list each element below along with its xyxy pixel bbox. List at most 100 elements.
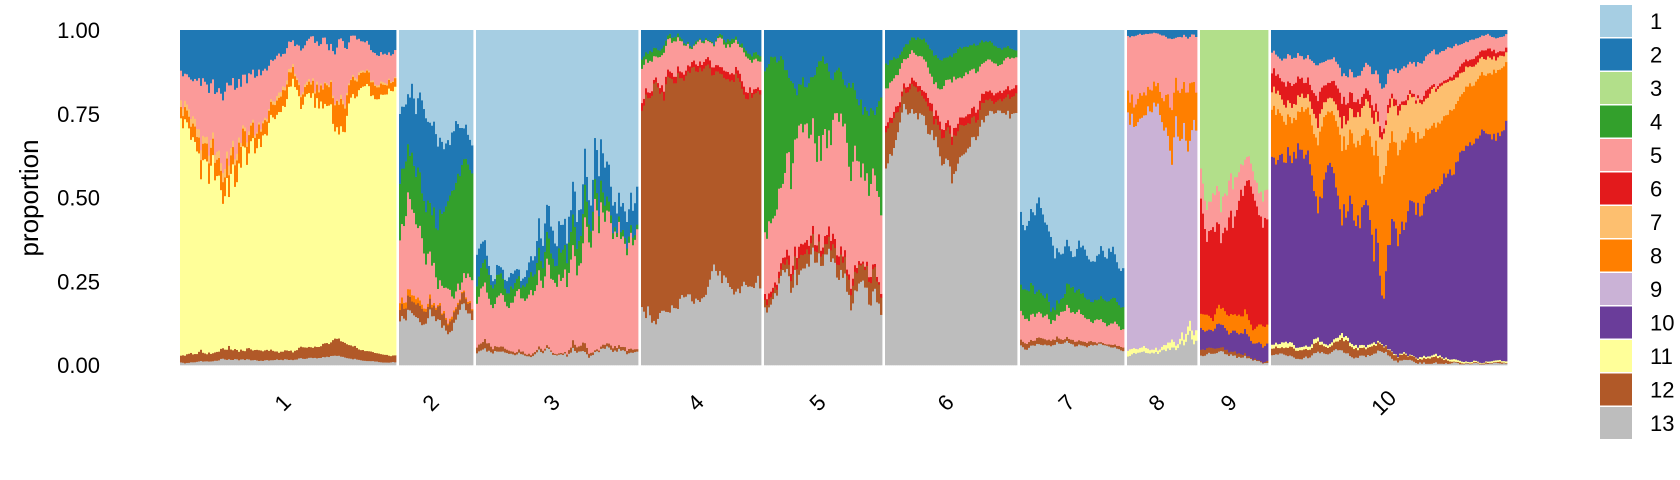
bar-segment-k3 [1224,30,1227,194]
bar-segment-k6 [1208,230,1211,316]
bar-segment-k5 [1477,37,1480,56]
bar-segment-k8 [254,137,257,154]
bar-segment-k11 [1173,341,1176,348]
bar-segment-k2 [425,118,428,213]
bar-segment-k1 [423,30,426,110]
legend-key-k10 [1600,306,1632,339]
bar-segment-k13 [1467,363,1470,366]
bar-segment-k7 [1301,93,1304,108]
bar-segment-k4 [945,57,948,81]
bar-segment-k12 [735,73,738,292]
bar-segment-k4 [1064,293,1067,311]
bar-segment-k2 [1481,30,1484,36]
bar-segment-k2 [184,30,187,74]
bar-segment-k4 [770,56,773,224]
bar-segment-k5 [1487,33,1490,49]
bar-segment-k5 [186,74,189,105]
bar-segment-k6 [1363,93,1366,106]
bar-segment-k13 [1145,352,1148,366]
bar-segment-k4 [755,51,758,59]
bar-segment-k5 [1232,189,1235,228]
bar-segment-k8 [1499,69,1502,137]
bar-segment-k1 [403,30,406,107]
bar-segment-k13 [1365,356,1368,366]
bar-segment-k11 [196,151,199,355]
bar-segment-k2 [417,97,420,168]
bar-segment-k13 [1056,341,1059,366]
bar-segment-k2 [252,30,255,70]
bar-segment-k13 [1007,110,1010,366]
bar-segment-k13 [449,331,452,366]
bar-segment-k4 [532,276,535,296]
bar-segment-k2 [1453,30,1456,47]
bar-segment-k6 [778,271,781,279]
bar-segment-k6 [1281,81,1284,100]
legend-label-k3: 3 [1650,76,1662,101]
bar-segment-k2 [804,30,807,88]
bar-segment-k5 [842,126,845,257]
bar-segment-k12 [431,307,434,317]
bar-segment-k7 [1477,62,1480,80]
y-axis: 0.000.250.500.751.00 [57,18,100,378]
bar-segment-k13 [1120,350,1123,366]
bar-segment-k11 [1363,344,1366,348]
bar-segment-k2 [1413,30,1416,63]
bar-segment-k4 [486,268,489,293]
bar-segment-k13 [232,359,235,366]
bar-segment-k6 [997,92,1000,101]
bar-segment-k2 [526,269,529,284]
bar-segment-k10 [1264,345,1267,363]
bar-segment-k13 [322,356,325,366]
bar-segment-k11 [1171,339,1174,348]
bar-segment-k13 [616,351,619,366]
bar-segment-k13 [757,275,760,366]
bar-segment-k5 [1469,39,1472,60]
bar-segment-k2 [1403,30,1406,67]
bar-segment-k2 [372,30,375,53]
bar-segment-k5 [991,61,994,93]
bar-segment-k5 [1100,318,1103,343]
bar-segment-k2 [816,30,819,68]
bar-segment-k13 [1157,353,1160,366]
bar-segment-k4 [1028,290,1031,322]
bar-segment-k12 [1295,350,1298,359]
bar-segment-k13 [262,360,265,366]
bar-segment-k13 [1415,362,1418,366]
bar-segment-k5 [550,278,553,351]
bar-segment-k8 [364,72,367,87]
bar-segment-k5 [268,65,271,110]
bar-segment-k13 [1419,362,1422,366]
bar-segment-k13 [372,360,375,366]
bar-segment-k8 [1236,315,1239,333]
bar-segment-k2 [626,221,629,249]
bar-segment-k7 [206,136,209,144]
bar-segment-k11 [1471,361,1474,364]
bar-segment-k7 [258,122,261,125]
bar-segment-k8 [1349,129,1352,196]
bar-segment-k12 [1026,343,1029,350]
bar-segment-k4 [759,56,762,62]
bar-segment-k11 [1409,354,1412,356]
bar-segment-k6 [804,242,807,255]
bar-segment-k13 [1100,343,1103,366]
bar-segment-k2 [991,30,994,43]
bar-segment-k12 [1489,362,1492,364]
bar-segment-k6 [715,64,718,72]
bar-segment-k2 [1393,30,1396,72]
bar-segment-k5 [626,254,629,351]
bar-segment-k13 [250,360,253,366]
bar-segment-k7 [1401,104,1404,141]
bar-segment-k7 [1371,117,1374,147]
bar-segment-k1 [1094,30,1097,262]
bar-segment-k6 [757,87,760,92]
bar-segment-k7 [1445,82,1448,116]
bar-segment-k6 [856,267,859,274]
bar-segment-k8 [298,84,301,97]
bar-segment-k3 [1258,30,1261,194]
bar-segment-k12 [542,350,545,354]
bar-segment-k5 [729,47,732,75]
bar-segment-k1 [405,30,408,105]
bar-segment-k4 [417,167,420,229]
bar-segment-k6 [921,89,924,96]
bar-segment-k11 [1493,360,1496,363]
